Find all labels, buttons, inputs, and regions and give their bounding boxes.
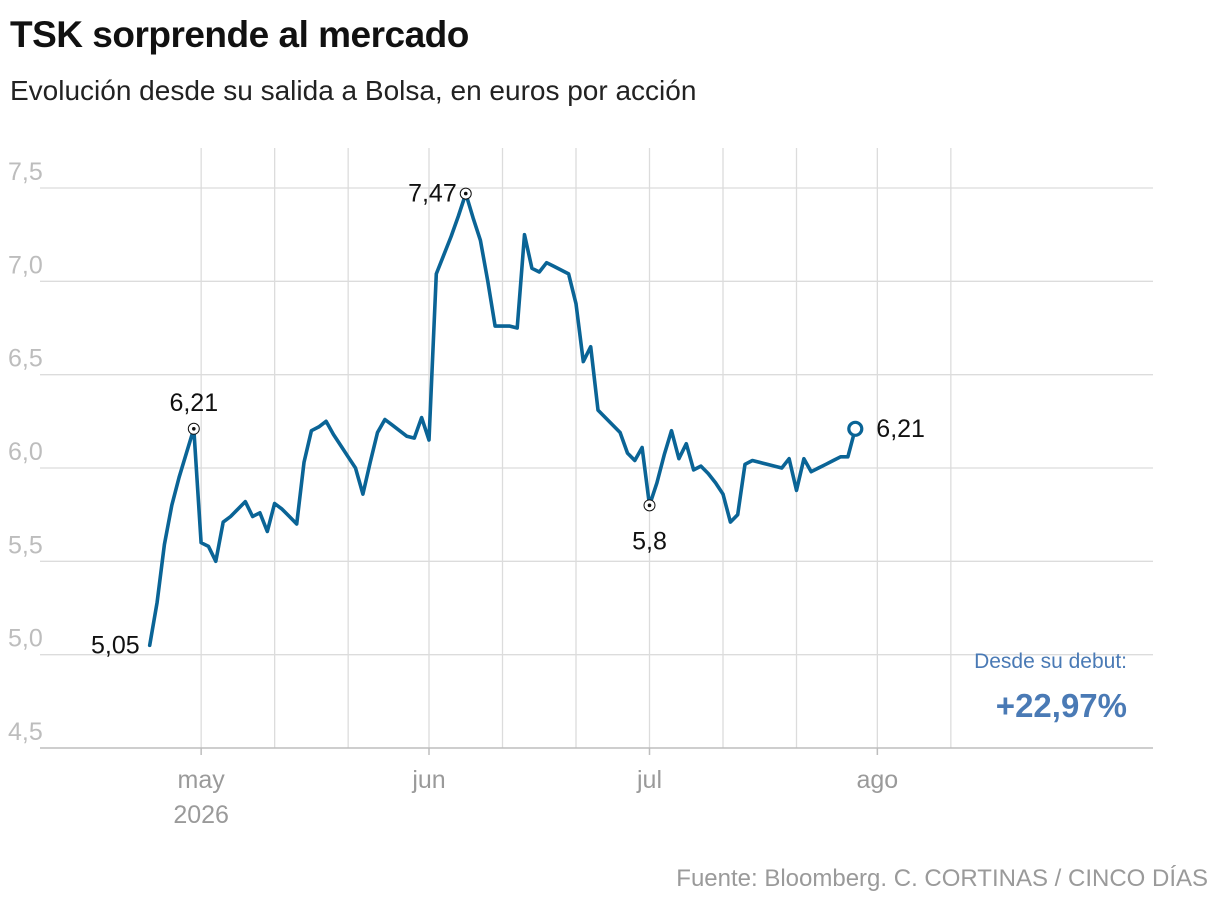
y-tick-label: 5,5: [8, 531, 43, 559]
x-tick-label: jun: [411, 766, 445, 794]
tick-layer: 4,5 5,0 5,5 6,0 6,5 7,0 7,5 may 2026 jun jul ago: [8, 158, 898, 829]
y-tick-label: 6,0: [8, 438, 43, 466]
point-value-label: 5,8: [632, 527, 667, 555]
y-tick-label: 5,0: [8, 625, 43, 653]
annotation-heading: Desde su debut:: [974, 650, 1127, 673]
point-value-label: 5,05: [91, 631, 140, 659]
x-tick-sublabel: 2026: [173, 801, 229, 829]
price-series-line: [147, 191, 858, 648]
point-marker-dot: [192, 427, 196, 431]
y-tick-label: 7,5: [8, 158, 43, 186]
annotation-value: +22,97%: [996, 687, 1127, 724]
point-marker-dot: [463, 191, 468, 196]
x-tick-label: jul: [636, 766, 662, 794]
line-chart: 4,5 5,0 5,5 6,0 6,5 7,0 7,5 may 2026 jun jul ago 5,…: [8, 148, 1153, 829]
chart-subtitle: Evolución desde su salida a Bolsa, en eu…: [10, 75, 697, 106]
chart-title: TSK sorprende al mercado: [10, 14, 469, 55]
y-tick-label: 6,5: [8, 345, 43, 373]
source-credit: Fuente: Bloomberg. C. CORTINAS / CINCO D…: [676, 865, 1208, 892]
point-value-label: 6,21: [876, 415, 925, 443]
last-value-marker: [847, 420, 864, 437]
x-tick-label: may: [178, 766, 226, 794]
line-layer: [147, 191, 858, 648]
y-tick-label: 4,5: [8, 718, 43, 746]
point-value-label: 7,47: [408, 180, 457, 208]
grid-layer: [40, 148, 1153, 749]
y-tick-label: 7,0: [8, 251, 43, 279]
annotation-layer: Desde su debut: +22,97%: [974, 650, 1127, 724]
point-value-label: 6,21: [169, 389, 218, 417]
point-label-layer: 5,05 6,21 7,47 5,8 6,21: [91, 180, 925, 660]
x-tick-label: ago: [856, 766, 898, 794]
point-marker-dot: [647, 503, 652, 508]
